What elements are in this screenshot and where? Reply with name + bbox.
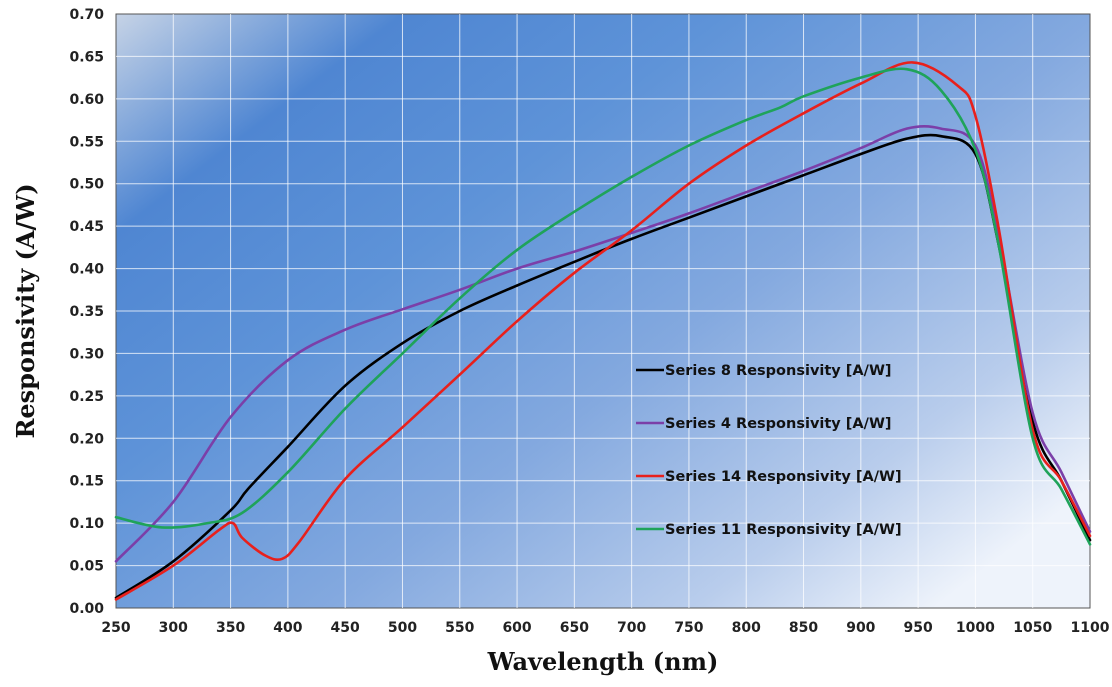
y-tick-label: 0.60 (69, 92, 104, 108)
legend-label: Series 8 Responsivity [A/W] (665, 363, 892, 379)
y-tick-label: 0.35 (69, 304, 104, 320)
x-tick-label: 1000 (956, 620, 995, 636)
y-axis-title: Responsivity (A/W) (11, 183, 40, 438)
y-tick-label: 0.40 (69, 262, 104, 278)
y-tick-label: 0.70 (69, 7, 104, 23)
x-tick-label: 850 (789, 620, 818, 636)
legend-label: Series 4 Responsivity [A/W] (665, 416, 892, 432)
x-tick-label: 350 (216, 620, 245, 636)
x-tick-label: 400 (273, 620, 302, 636)
x-tick-label: 550 (445, 620, 474, 636)
y-tick-label: 0.20 (69, 431, 104, 447)
y-tick-label: 0.55 (69, 134, 104, 150)
y-tick-label: 0.30 (69, 346, 104, 362)
legend-label: Series 11 Responsivity [A/W] (665, 522, 902, 538)
x-tick-label: 600 (502, 620, 531, 636)
y-tick-label: 0.10 (69, 516, 104, 532)
x-tick-label: 800 (732, 620, 761, 636)
y-tick-label: 0.65 (69, 49, 104, 65)
x-tick-label: 750 (674, 620, 703, 636)
x-tick-label: 1050 (1013, 620, 1052, 636)
y-tick-label: 0.45 (69, 219, 104, 235)
y-tick-label: 0.00 (69, 601, 104, 617)
x-tick-label: 500 (388, 620, 417, 636)
x-axis-title: Wavelength (nm) (487, 647, 719, 676)
x-tick-label: 900 (846, 620, 875, 636)
y-tick-label: 0.25 (69, 389, 104, 405)
y-tick-label: 0.15 (69, 474, 104, 490)
x-tick-label: 250 (101, 620, 130, 636)
legend-label: Series 14 Responsivity [A/W] (665, 469, 902, 485)
y-tick-label: 0.05 (69, 559, 104, 575)
y-tick-labels: 0.00 0.05 0.10 0.15 0.20 0.25 0.30 0.35 0.40 0.45… (69, 7, 104, 617)
x-tick-label: 1100 (1071, 620, 1110, 636)
x-tick-label: 950 (904, 620, 933, 636)
x-tick-label: 700 (617, 620, 646, 636)
x-tick-label: 450 (331, 620, 360, 636)
x-tick-labels: 250 300 350 400 450 500 550 600 650 700 750 800 850 9… (101, 620, 1109, 636)
y-tick-label: 0.50 (69, 177, 104, 193)
x-tick-label: 650 (560, 620, 589, 636)
x-tick-label: 300 (159, 620, 188, 636)
